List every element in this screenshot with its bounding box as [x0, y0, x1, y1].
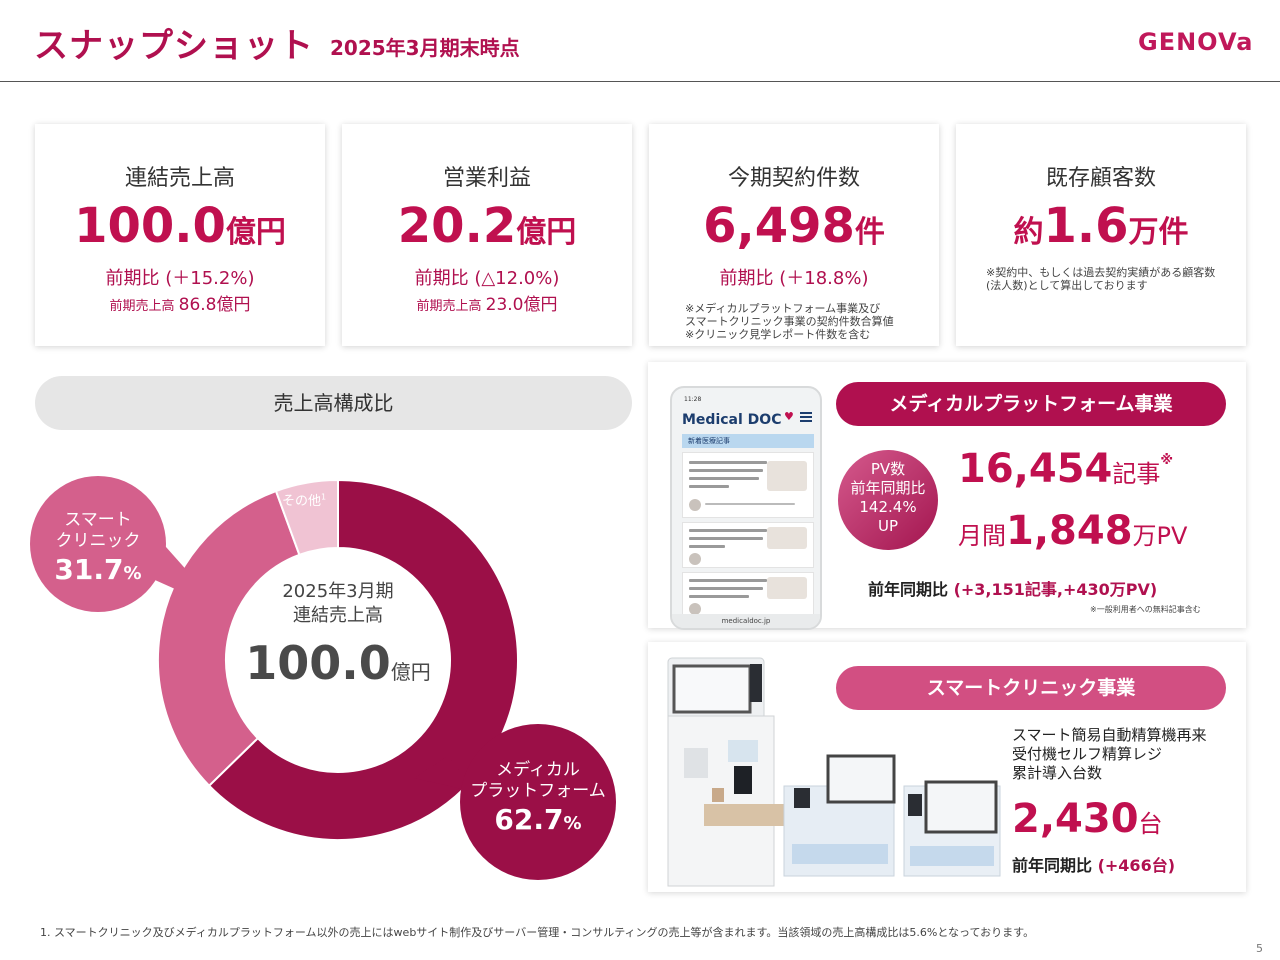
- kpi-label: 今期契約件数: [727, 166, 860, 191]
- app-name: Medical DOC: [682, 412, 782, 428]
- medical-platform-pill: メディカルプラットフォーム事業: [836, 382, 1226, 426]
- section-bar: 新着医療記事: [682, 434, 814, 448]
- article-card: [682, 452, 814, 518]
- article-card: [682, 572, 814, 616]
- medical-bubble-tail: [414, 756, 476, 792]
- author-avatar: [689, 499, 701, 511]
- page-title: スナップショット: [34, 26, 314, 66]
- heart-icon: ♥: [784, 410, 794, 423]
- kpi-prev: 前期売上高 23.0億円: [416, 295, 558, 315]
- kpi-value: 20.2億円: [397, 198, 577, 254]
- kpi-prev: 前期売上高 86.8億円: [109, 295, 251, 315]
- page-subtitle: 2025年3月期末時点: [330, 36, 520, 60]
- kpi-note: ※契約中、もしくは過去契約実績がある顧客数 (法人数)として算出しております: [986, 266, 1216, 292]
- medical-bubble: [460, 724, 616, 880]
- kpi-label: 営業利益: [442, 166, 531, 191]
- kpi-yoy: 前期比 (△12.0%): [414, 268, 560, 289]
- medical-yoy: 前年同期比 (+3,151記事,+430万PV): [868, 580, 1158, 599]
- menu-icon: [800, 412, 812, 422]
- kpi-yoy: 前期比 (＋18.8%): [719, 268, 869, 289]
- smart-clinic-yoy: 前年同期比 (+466台): [1012, 856, 1176, 875]
- medical-note: ※一般利用者への無料記事含む: [1090, 605, 1201, 614]
- article-photo: [767, 527, 807, 549]
- smart-clinic-desc: スマート簡易自動精算機再来 受付機セルフ精算レジ 累計導入台数: [1012, 726, 1207, 782]
- medical-doc-phone-screenshot: 11:28 Medical DOC ♥ 新着医療記事 medicaldoc.jp: [670, 386, 822, 630]
- article-count: 16,454記事※: [958, 446, 1173, 492]
- kpi-value: 6,498件: [703, 198, 885, 254]
- kpi-card-customers: 既存顧客数 約1.6万件 ※契約中、もしくは過去契約実績がある顧客数 (法人数)…: [956, 124, 1246, 346]
- donut-center-label: 2025年3月期 連結売上高: [282, 581, 394, 626]
- donut-slice-other: [274, 478, 339, 557]
- kpi-label: 既存顧客数: [1045, 166, 1156, 191]
- monthly-pv: 月間1,848万PV: [958, 508, 1188, 554]
- donut-slice-smart: [157, 489, 301, 788]
- author-avatar: [689, 553, 701, 565]
- kiosk-machines-photo: [667, 657, 1001, 887]
- other-slice-label: その他1: [282, 492, 327, 509]
- medical-bubble-text: メディカル プラットフォーム 62.7%: [470, 760, 606, 836]
- kpi-value: 約1.6万件: [1013, 198, 1189, 254]
- install-count: 2,430台: [1012, 796, 1163, 842]
- header: スナップショット 2025年3月期末時点 GENOVa: [0, 0, 1280, 82]
- smart-bubble-tail: [146, 538, 222, 610]
- composition-heading: 売上高構成比: [35, 376, 632, 430]
- kpi-card-contracts: 今期契約件数 6,498件 前期比 (＋18.8%) ※メディカルプラットフォー…: [649, 124, 939, 346]
- kpi-note: ※メディカルプラットフォーム事業及び スマートクリニック事業の契約件数合算値 ※…: [685, 302, 894, 341]
- page-number: 5: [1256, 942, 1263, 955]
- composition-donut-chart: [30, 476, 616, 880]
- smart-clinic-pill: スマートクリニック事業: [836, 666, 1226, 710]
- footnote: 1. スマートクリニック及びメディカルプラットフォーム以外の売上にはwebサイト…: [40, 926, 1035, 939]
- pv-growth-text: PV数 前年同期比 142.4% UP: [850, 460, 926, 535]
- author-avatar: [689, 603, 701, 615]
- smart-bubble: [30, 476, 166, 612]
- article-photo: [767, 577, 807, 599]
- kpi-yoy: 前期比 (＋15.2%): [105, 268, 255, 289]
- donut-slice-medical: [207, 478, 519, 841]
- kpi-label: 連結売上高: [124, 166, 235, 191]
- kpi-card-operating-profit: 営業利益 20.2億円 前期比 (△12.0%) 前期売上高 23.0億円: [342, 124, 632, 346]
- kpi-value: 100.0億円: [74, 198, 286, 254]
- company-logo: GENOVa: [1138, 28, 1254, 56]
- article-photo: [767, 461, 807, 491]
- smart-bubble-text: スマート クリニック 31.7%: [54, 510, 142, 586]
- url-bar: medicaldoc.jp: [672, 614, 820, 628]
- kpi-card-revenue: 連結売上高 100.0億円 前期比 (＋15.2%) 前期売上高 86.8億円: [35, 124, 325, 346]
- pv-growth-circle: [838, 450, 938, 550]
- donut-center-value: 100.0億円: [245, 636, 431, 690]
- article-card: [682, 522, 814, 568]
